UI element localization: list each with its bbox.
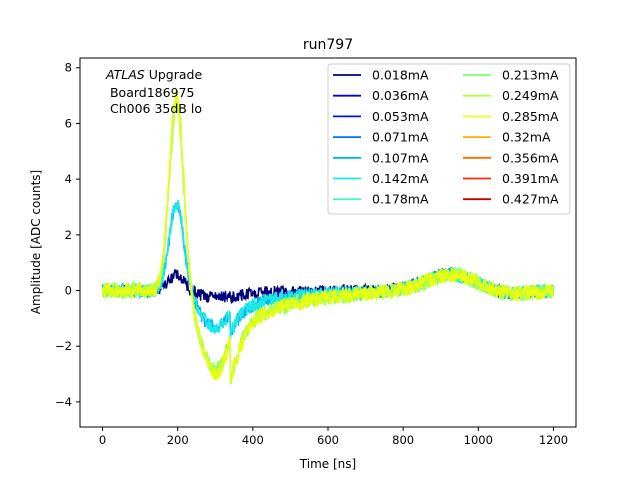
- series-line: [101, 89, 555, 384]
- plot-area: [101, 89, 555, 385]
- legend-label: 0.018mA: [372, 68, 429, 83]
- x-tick-label: 400: [242, 433, 264, 447]
- legend-label: 0.071mA: [372, 130, 429, 145]
- x-tick-label: 200: [167, 433, 189, 447]
- annotation-line-2: Board186975: [106, 85, 194, 100]
- x-tick-label: 0: [99, 433, 106, 447]
- annotation-atlas: ATLAS: [105, 67, 145, 82]
- y-tick-label: 0: [65, 284, 72, 298]
- legend-label: 0.32mA: [502, 130, 551, 145]
- legend-label: 0.142mA: [372, 171, 429, 186]
- annotation-line-1: ATLAS Upgrade: [105, 67, 202, 82]
- legend-label: 0.427mA: [502, 192, 559, 207]
- annotation-line-3: Ch006 35dB lo: [106, 101, 202, 116]
- x-axis-label: Time [ns]: [299, 457, 356, 471]
- x-tick-label: 1200: [539, 433, 568, 447]
- legend-label: 0.391mA: [502, 171, 559, 186]
- legend-label: 0.285mA: [502, 109, 559, 124]
- legend-label: 0.249mA: [502, 88, 559, 103]
- x-tick-label: 600: [317, 433, 339, 447]
- legend-label: 0.356mA: [502, 150, 559, 165]
- y-tick-label: 4: [65, 172, 72, 186]
- legend-label: 0.107mA: [372, 150, 429, 165]
- legend-label: 0.036mA: [372, 88, 429, 103]
- legend-label: 0.178mA: [372, 192, 429, 207]
- y-tick-label: 6: [65, 116, 72, 130]
- x-tick-label: 1000: [464, 433, 493, 447]
- y-tick-label: 2: [65, 228, 72, 242]
- legend-label: 0.053mA: [372, 109, 429, 124]
- y-axis-label: Amplitude [ADC counts]: [29, 170, 43, 314]
- legend: 0.018mA 0.036mA 0.053mA 0.071mA 0.107mA 0.142…: [327, 63, 571, 215]
- y-tick-label: −4: [55, 395, 72, 409]
- legend-label: 0.213mA: [502, 68, 559, 83]
- annotation-upgrade: Upgrade: [145, 67, 203, 82]
- y-tick-label: 8: [65, 61, 72, 75]
- x-tick-label: 800: [392, 433, 414, 447]
- axis-ticks: 0 200 400 600 800 1000 1200 −4 −2 0 2 4 6 8: [55, 61, 568, 447]
- legend-box: [327, 63, 571, 215]
- chart-title: run797: [303, 37, 353, 53]
- atlas-annotation: ATLAS Upgrade Board186975 Ch006 35dB lo: [105, 67, 202, 116]
- y-tick-label: −2: [55, 339, 72, 353]
